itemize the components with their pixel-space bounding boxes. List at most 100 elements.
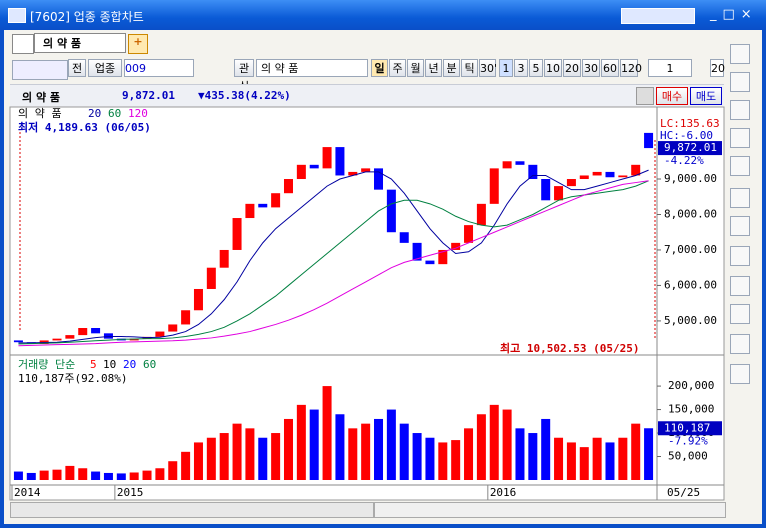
tool-button[interactable] [730, 44, 750, 64]
candle [451, 242, 461, 250]
tool-button[interactable] [730, 276, 750, 296]
candle [386, 189, 396, 233]
name-field: 의 약 품 [256, 59, 368, 77]
tool-button[interactable] [730, 188, 750, 208]
candle [52, 338, 62, 341]
candle [464, 225, 474, 243]
interval-button[interactable]: 20 [563, 59, 581, 77]
period-button[interactable]: 틱 [461, 59, 478, 77]
tool-button[interactable] [730, 216, 750, 236]
buy-button[interactable]: 매수 [656, 87, 688, 105]
tool-button[interactable] [730, 246, 750, 266]
scrollbar[interactable] [10, 502, 374, 518]
volume-bar [631, 423, 641, 480]
volume-bar [168, 461, 178, 480]
y-tick-label: 50,000 [668, 450, 708, 463]
candle [245, 203, 255, 219]
volume-bar [322, 386, 332, 480]
tool-button[interactable] [730, 364, 750, 384]
legend-entry: 10 [103, 358, 116, 371]
candle [271, 193, 281, 208]
candle [78, 328, 88, 336]
volume-bar [283, 418, 293, 480]
app-icon [8, 8, 26, 23]
candle [232, 218, 242, 250]
candle [476, 203, 486, 226]
last-volume-change: -7.92% [668, 434, 708, 447]
volume-bar [541, 418, 551, 480]
interval-button[interactable]: 3 [514, 59, 528, 77]
tool-button[interactable] [730, 128, 750, 148]
extra-input[interactable]: 20 [710, 59, 725, 77]
volume-bar [438, 442, 448, 480]
candle [515, 161, 525, 165]
interval-button[interactable]: 60 [601, 59, 619, 77]
chart: 5,000.00 6,000.00 7,000.00 8,000.00 9,000.00… [9, 106, 725, 501]
volume-bar [103, 472, 113, 480]
y-tick-label: 200,000 [668, 379, 714, 392]
volume-bar [618, 437, 628, 480]
high-label: 최고 10,502.53 (05/25) [500, 341, 639, 355]
candle [65, 335, 75, 339]
volume-bar [476, 414, 486, 480]
legend-entry: 60 [108, 107, 121, 120]
volume-bar [399, 423, 409, 480]
volume-bar [335, 414, 345, 480]
tool-button[interactable] [730, 100, 750, 120]
interval-button[interactable]: 5 [529, 59, 543, 77]
candle [438, 249, 448, 265]
settings-button[interactable] [636, 87, 654, 105]
window-controls[interactable]: _□× [710, 7, 758, 22]
tool-button[interactable] [730, 334, 750, 354]
market-select[interactable]: 업종 [88, 59, 122, 77]
period-button[interactable]: 년 [425, 59, 442, 77]
tool-button[interactable] [730, 304, 750, 324]
low-label: 최저 4,189.63 (06/05) [18, 120, 151, 134]
volume-bar [181, 451, 191, 480]
interval-button[interactable]: 10 [544, 59, 562, 77]
period-button[interactable]: 월 [407, 59, 424, 77]
candle [605, 171, 615, 178]
volume-bar [91, 471, 101, 480]
period-button[interactable]: 일 [371, 59, 388, 77]
cursor-date: 05/25 [667, 486, 700, 499]
tool-button[interactable] [730, 72, 750, 92]
candle [644, 132, 654, 149]
volume-bar [579, 447, 589, 480]
chart-tab[interactable]: 의 약 품 [34, 33, 126, 53]
toggle-button[interactable]: 전 [68, 59, 86, 77]
candle [181, 310, 191, 325]
candle [528, 164, 538, 180]
interval-button[interactable]: 30 [582, 59, 600, 77]
volume-bar [309, 409, 319, 480]
tool-button[interactable] [730, 156, 750, 176]
x-tick-label: 2014 [14, 486, 41, 499]
y-tick-label: 9,000.00 [664, 172, 717, 185]
last-change-label: -4.22% [664, 154, 704, 167]
nav-buttons[interactable] [12, 60, 68, 80]
legend-entry: 60 [143, 358, 156, 371]
period-button[interactable]: 분 [443, 59, 460, 77]
tab-icon[interactable] [12, 34, 34, 54]
volume-bar [232, 423, 242, 480]
sell-button[interactable]: 매도 [690, 87, 722, 105]
volume-bar [386, 409, 396, 480]
panel-title: 의 약 품 [18, 106, 62, 120]
window-tools[interactable] [621, 8, 695, 24]
candle [258, 203, 268, 208]
period-button[interactable]: 주 [389, 59, 406, 77]
add-tab[interactable]: + [128, 34, 148, 54]
volume-bar [412, 433, 422, 480]
interval-button[interactable]: 1 [499, 59, 513, 77]
candle [541, 179, 551, 201]
x-tick-label: 2016 [490, 486, 517, 499]
interval-button[interactable]: 120 [620, 59, 642, 77]
chart-tools[interactable] [374, 502, 726, 518]
last-price-tag [658, 141, 722, 156]
period-button[interactable]: 30' [479, 59, 497, 77]
volume-bar [425, 437, 435, 480]
count-input[interactable]: 1 [648, 59, 692, 77]
code-input[interactable]: 009 [124, 59, 194, 77]
candle [502, 161, 512, 169]
candle [129, 338, 139, 341]
